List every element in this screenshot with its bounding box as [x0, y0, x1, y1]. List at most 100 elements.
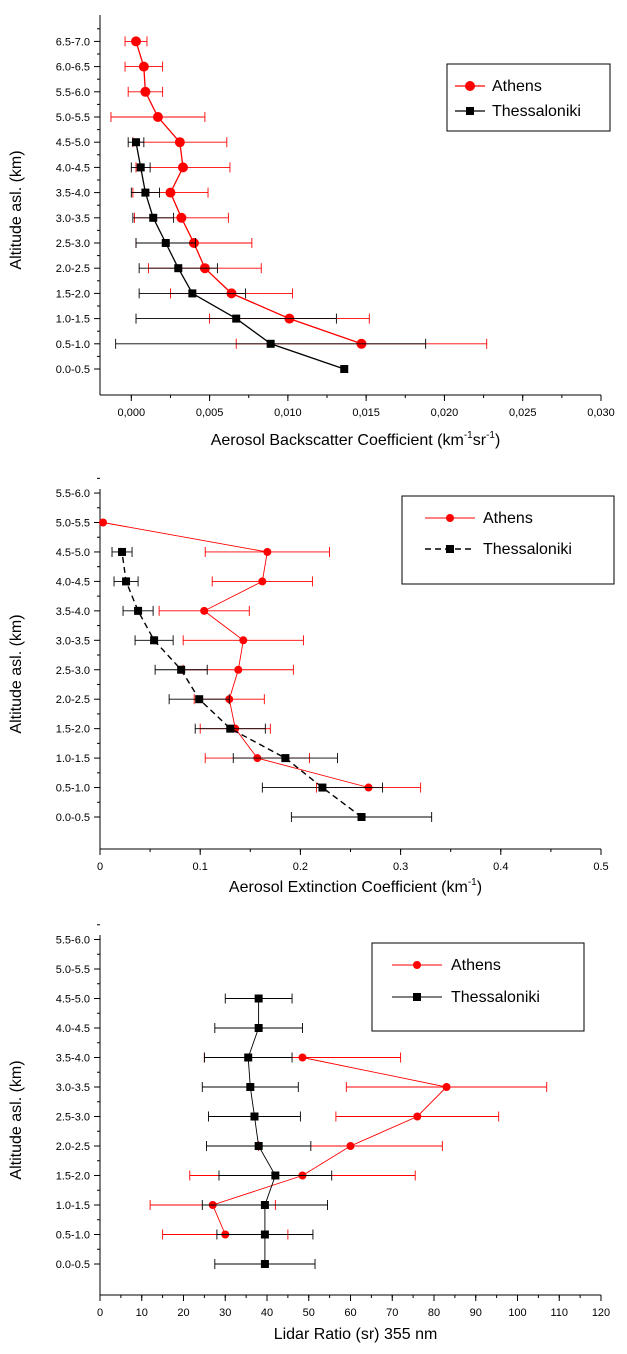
athens-point: [177, 162, 188, 173]
x-tick-label: 20: [177, 1307, 189, 1319]
y-tick-label: 3.0-3.5: [56, 213, 90, 225]
y-tick-label: 0.0-0.5: [56, 1259, 90, 1271]
thessaloniki-point: [260, 1230, 269, 1239]
x-tick-label: 0.4: [493, 861, 508, 873]
athens-point: [263, 547, 272, 556]
y-tick-label: 2.5-3.0: [56, 665, 90, 677]
y-tick-label: 1.0-1.5: [56, 314, 90, 326]
x-tick-label: 120: [592, 1307, 610, 1319]
y-tick-label: 0.0-0.5: [56, 812, 90, 824]
y-tick-label: 3.5-4.0: [56, 188, 90, 200]
y-tick-label: 6.0-6.5: [56, 62, 90, 74]
y-tick-label: 4.5-5.0: [56, 547, 90, 559]
x-tick-label: 0: [97, 1307, 103, 1319]
x-tick-label: 90: [470, 1307, 482, 1319]
athens-legend-marker: [413, 961, 421, 969]
y-tick-label: 1.5-2.0: [56, 1171, 90, 1183]
athens-point: [152, 112, 163, 122]
athens-point: [239, 636, 248, 645]
y-tick-label: 1.5-2.0: [56, 724, 90, 736]
thessaloniki-point: [226, 724, 235, 733]
thessaloniki-point: [244, 1053, 253, 1062]
x-tick-label: 10: [136, 1307, 148, 1319]
y-tick-label: 2.0-2.5: [56, 1141, 90, 1153]
athens-point: [174, 137, 185, 148]
y-tick-label: 0.5-1.0: [56, 339, 90, 351]
thessaloniki-point: [174, 264, 183, 273]
athens-point: [99, 518, 108, 527]
y-tick-label: 4.5-5.0: [56, 994, 90, 1006]
y-axis-label: Altitude asl. (km): [8, 614, 25, 733]
x-tick-label: 70: [386, 1307, 398, 1319]
x-tick-label: 40: [261, 1307, 273, 1319]
y-tick-label: 4.0-4.5: [56, 162, 90, 174]
x-tick-label: 0: [97, 861, 103, 873]
athens-point: [200, 606, 209, 615]
legend: Athens Thessaloniki: [371, 942, 585, 1032]
legend-box: [401, 495, 615, 585]
x-tick-label: 80: [428, 1307, 440, 1319]
athens-point: [298, 1053, 307, 1062]
y-tick-label: 1.0-1.5: [56, 753, 90, 765]
y-tick-label: 3.0-3.5: [56, 1082, 90, 1094]
athens-legend-label: Athens: [451, 957, 501, 974]
thessaloniki-point: [260, 1201, 269, 1209]
y-tick-label: 5.5-6.0: [56, 87, 90, 99]
legend: Athens Thessaloniki: [401, 495, 615, 585]
y-tick-label: 0.0-0.5: [56, 364, 90, 376]
y-axis-label: Altitude asl. (km): [8, 1060, 25, 1179]
y-tick-label: 5.5-6.0: [56, 935, 90, 947]
thessaloniki-legend-marker: [446, 545, 454, 553]
athens-point: [442, 1083, 451, 1091]
athens-point: [131, 36, 142, 47]
thessaloniki-point: [122, 577, 131, 586]
thessaloniki-point: [260, 1260, 269, 1268]
y-tick-label: 2.0-2.5: [56, 694, 90, 706]
thessaloniki-point: [136, 163, 145, 172]
x-axis-label: Aerosol Extinction Coefficient (km-1): [229, 877, 482, 896]
thessaloniki-legend-marker: [413, 993, 421, 1001]
thessaloniki-legend-label: Thessaloniki: [492, 103, 581, 120]
y-tick-label: 3.5-4.0: [56, 1053, 90, 1065]
thessaloniki-point: [118, 547, 127, 556]
x-tick-label: 0,020: [431, 407, 459, 419]
y-tick-label: 5.0-5.5: [56, 112, 90, 124]
thessaloniki-point: [188, 289, 197, 298]
thessaloniki-point: [254, 1142, 263, 1150]
x-tick-label: 0.3: [393, 861, 408, 873]
athens-point: [346, 1142, 355, 1150]
y-tick-label: 2.0-2.5: [56, 263, 90, 275]
y-tick-label: 0.5-1.0: [56, 1230, 90, 1242]
thessaloniki-point: [141, 188, 150, 197]
x-tick-label: 0.5: [593, 861, 608, 873]
legend-box: [371, 942, 585, 1032]
athens-point: [413, 1112, 422, 1121]
thessaloniki-point: [357, 813, 366, 821]
thessaloniki-point: [177, 665, 186, 674]
lidar-ratio-panel: 0 10 20 30 40 50 60 70 80 90 100 110 120 0.0-0.5 0.5-1…: [8, 924, 610, 1343]
thessaloniki-point: [246, 1083, 255, 1091]
athens-point: [258, 577, 267, 586]
y-tick-label: 5.5-6.0: [56, 488, 90, 500]
thessaloniki-point: [281, 754, 290, 763]
y-tick-label: 4.0-4.5: [56, 1023, 90, 1035]
athens-point: [140, 86, 151, 97]
thessaloniki-point: [250, 1112, 259, 1121]
x-tick-label: 30: [219, 1307, 231, 1319]
thessaloniki-point: [318, 783, 327, 792]
thessaloniki-line: [247, 998, 276, 1264]
thessaloniki-legend-marker: [466, 107, 474, 115]
athens-legend-label: Athens: [492, 78, 542, 95]
y-tick-label: 6.5-7.0: [56, 36, 90, 48]
thessaloniki-point: [271, 1171, 280, 1180]
legend-box: [446, 63, 611, 132]
x-tick-label: 100: [508, 1307, 526, 1319]
athens-legend-marker: [446, 514, 454, 522]
y-tick-label: 2.5-3.0: [56, 238, 90, 250]
athens-point: [234, 665, 243, 674]
legend: Athens Thessaloniki: [446, 63, 611, 132]
x-tick-label: 0,025: [509, 407, 537, 419]
thessaloniki-point: [134, 606, 143, 615]
x-tick-label: 0,010: [274, 407, 302, 419]
